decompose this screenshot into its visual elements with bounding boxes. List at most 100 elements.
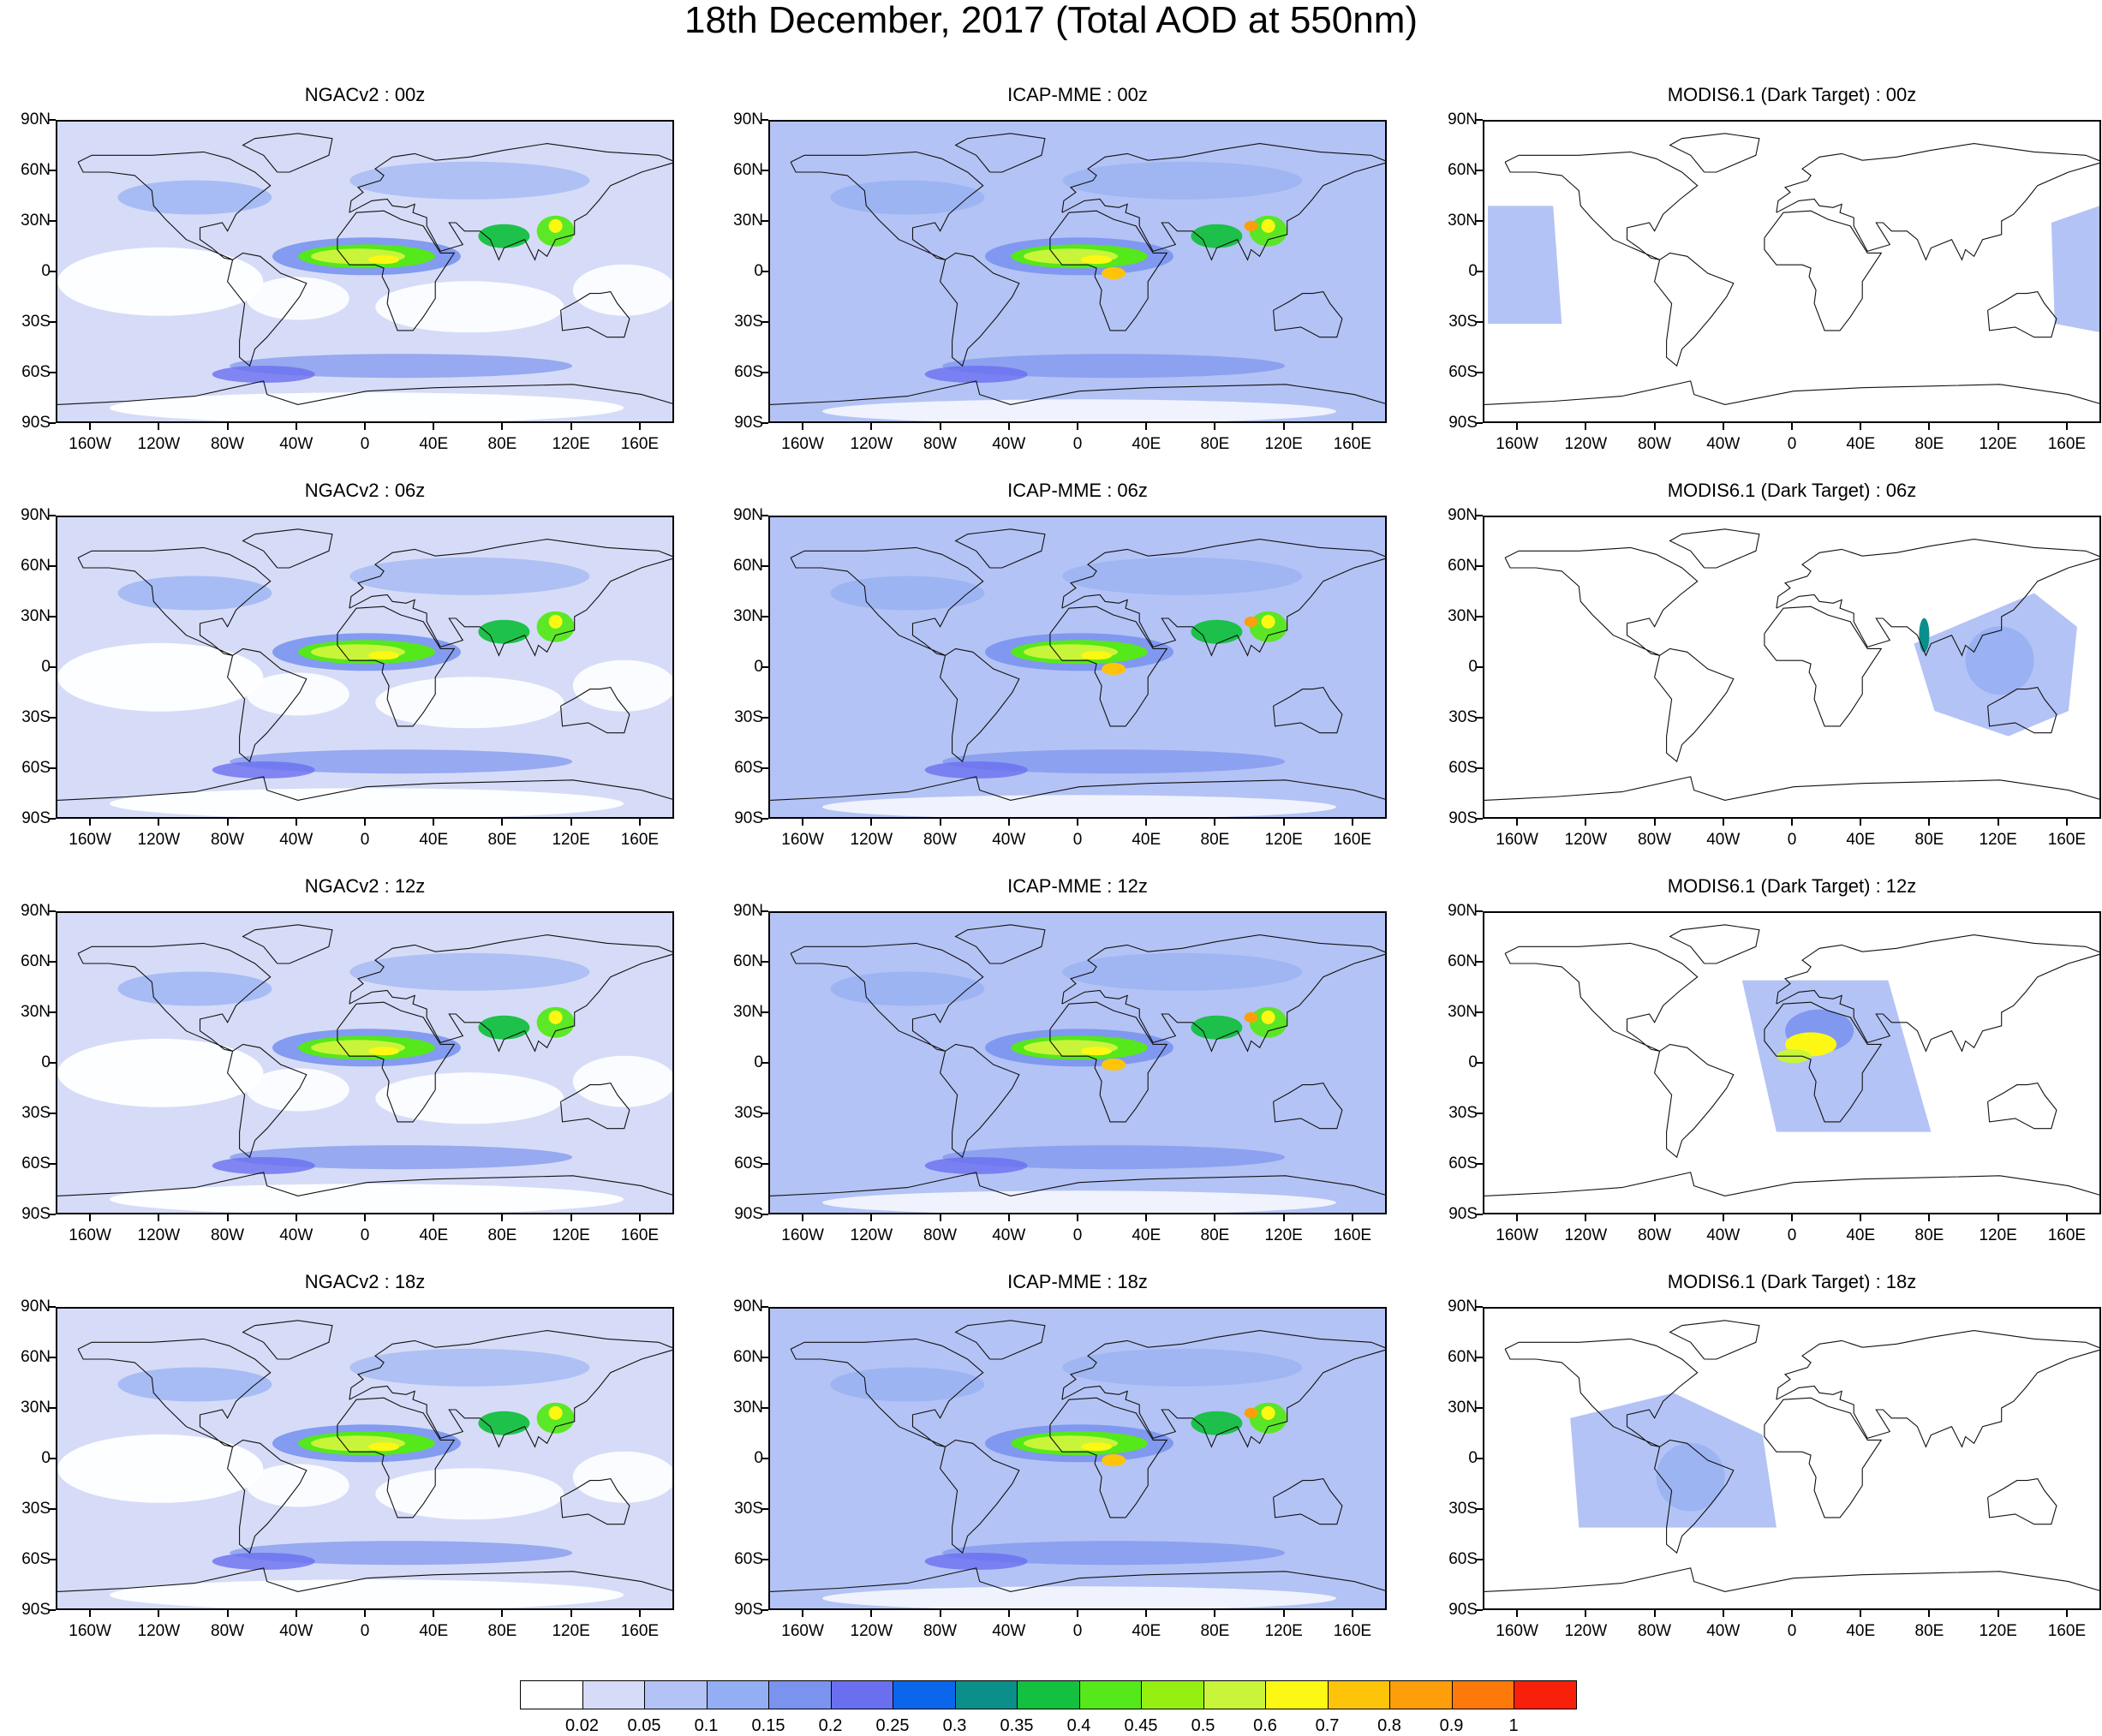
latitude-tick: [49, 422, 56, 424]
latitude-label: 0: [41, 658, 51, 676]
latitude-label: 30N: [733, 212, 763, 230]
longitude-tick: [501, 819, 504, 826]
latitude-label: 0: [41, 1449, 51, 1467]
longitude-label: 0: [360, 1226, 370, 1244]
longitude-label: 40E: [1132, 831, 1161, 849]
longitude-tick: [570, 1610, 572, 1617]
latitude-label: 0: [1468, 262, 1478, 280]
latitude-label: 60S: [734, 759, 763, 777]
latitude-label: 30S: [21, 708, 51, 726]
aod-map: [56, 516, 674, 819]
longitude-label: 40E: [419, 1622, 449, 1640]
latitude-label: 30S: [734, 708, 763, 726]
longitude-label: 80W: [1638, 435, 1672, 453]
longitude-tick: [295, 1214, 297, 1221]
longitude-tick: [802, 819, 804, 826]
longitude-tick: [939, 423, 941, 430]
longitude-label: 120W: [137, 831, 181, 849]
longitude-label: 160W: [69, 435, 111, 453]
latitude-label: 60S: [1448, 759, 1478, 777]
longitude-tick: [939, 1610, 941, 1617]
latitude-label: 0: [1468, 1053, 1478, 1071]
longitude-label: 40E: [1846, 831, 1876, 849]
longitude-label: 120E: [1979, 435, 2017, 453]
latitude-tick: [1476, 1113, 1483, 1114]
longitude-label: 80E: [487, 1622, 517, 1640]
longitude-label: 0: [360, 1622, 370, 1640]
latitude-label: 90S: [734, 414, 763, 432]
latitude-tick: [761, 515, 768, 516]
longitude-tick: [870, 423, 873, 430]
longitude-tick: [1516, 1610, 1519, 1617]
longitude-tick: [870, 819, 873, 826]
latitude-label: 60N: [1448, 1348, 1478, 1366]
latitude-label: 90N: [733, 902, 763, 920]
latitude-tick: [761, 1306, 768, 1308]
latitude-tick: [49, 910, 56, 912]
longitude-label: 160W: [781, 1226, 824, 1244]
map-panel-ngacv2-06z: NGACv2 : 06z 90N 60N 30N 0 30S 60S 90S 160W 120W 8…: [21, 480, 674, 849]
longitude-label: 40W: [1706, 435, 1741, 453]
latitude-tick: [1476, 1407, 1483, 1409]
aod-map: [1483, 1307, 2101, 1610]
longitude-label: 40W: [992, 1622, 1026, 1640]
latitude-label: 30N: [733, 1399, 763, 1417]
longitude-label: 80E: [1914, 1622, 1944, 1640]
latitude-tick: [1476, 1011, 1483, 1013]
latitude-label: 90S: [734, 1205, 763, 1223]
map-panel-modis6-1-00z: MODIS6.1 (Dark Target) : 00z 90N 60N 30N 0 30…: [1448, 84, 2101, 453]
latitude-tick: [49, 1609, 56, 1611]
latitude-label: 90S: [734, 809, 763, 827]
colorbar-label: 0.35: [1000, 1716, 1034, 1735]
longitude-label: 80W: [923, 435, 958, 453]
latitude-label: 30N: [21, 1003, 51, 1021]
longitude-tick: [1214, 819, 1216, 826]
latitude-label: 90S: [1448, 1601, 1478, 1619]
latitude-tick: [49, 1214, 56, 1215]
longitude-label: 80E: [1200, 1622, 1230, 1640]
colorbar-label: 0.8: [1377, 1716, 1401, 1735]
colorbar-label: 0.3: [942, 1716, 967, 1735]
aod-map: [56, 120, 674, 423]
latitude-tick: [49, 961, 56, 963]
longitude-tick: [1007, 1610, 1010, 1617]
longitude-tick: [89, 423, 92, 430]
latitude-tick: [761, 1163, 768, 1165]
latitude-tick: [761, 565, 768, 567]
longitude-tick: [364, 819, 366, 826]
longitude-label: 160E: [1333, 831, 1372, 849]
longitude-label: 0: [1072, 1622, 1083, 1640]
latitude-label: 30S: [734, 1104, 763, 1122]
longitude-label: 120E: [552, 1622, 590, 1640]
latitude-label: 90N: [21, 902, 51, 920]
latitude-label: 60N: [21, 952, 51, 970]
latitude-label: 0: [754, 658, 763, 676]
longitude-tick: [1585, 1610, 1587, 1617]
panel-title: ICAP-MME : 12z: [1007, 875, 1148, 897]
longitude-label: 40W: [1706, 831, 1741, 849]
longitude-label: 40E: [1846, 435, 1876, 453]
latitude-tick: [761, 1357, 768, 1358]
longitude-label: 120W: [137, 1622, 181, 1640]
latitude-tick: [1476, 1357, 1483, 1358]
longitude-tick: [1928, 1214, 1931, 1221]
latitude-tick: [1476, 220, 1483, 222]
longitude-label: 160W: [69, 1226, 111, 1244]
colorbar-label: 0.5: [1191, 1716, 1215, 1735]
latitude-tick: [761, 616, 768, 617]
latitude-tick: [49, 1357, 56, 1358]
latitude-tick: [761, 1214, 768, 1215]
longitude-tick: [1791, 819, 1793, 826]
longitude-tick: [433, 423, 435, 430]
longitude-tick: [939, 819, 941, 826]
latitude-label: 30N: [1448, 607, 1478, 625]
panel-title: MODIS6.1 (Dark Target) : 06z: [1667, 480, 1917, 501]
longitude-tick: [89, 819, 92, 826]
panel-title: ICAP-MME : 18z: [1007, 1271, 1148, 1292]
latitude-tick: [1476, 170, 1483, 171]
longitude-label: 120W: [1564, 1226, 1608, 1244]
longitude-tick: [1997, 819, 1999, 826]
longitude-label: 80E: [1914, 435, 1944, 453]
longitude-tick: [158, 1610, 160, 1617]
aod-map: [768, 120, 1387, 423]
